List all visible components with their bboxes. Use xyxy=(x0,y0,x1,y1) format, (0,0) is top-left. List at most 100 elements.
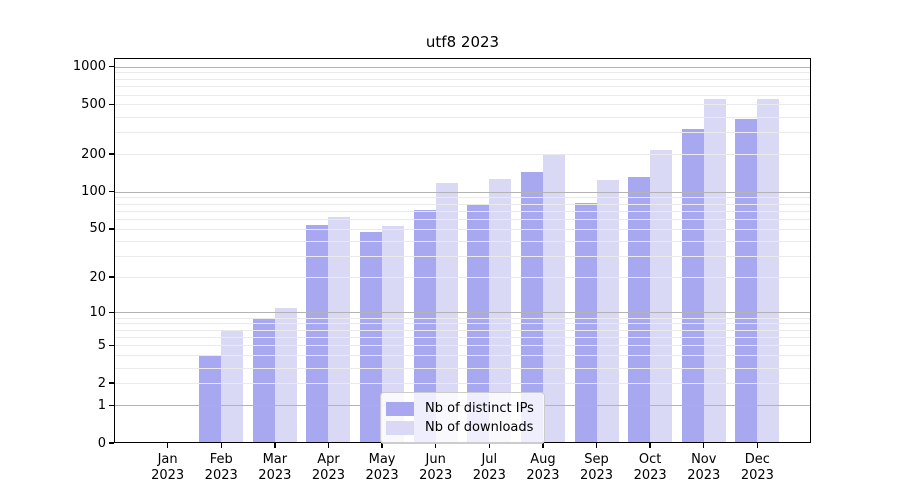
gridline-minor xyxy=(114,240,811,242)
bar-downloads-aug xyxy=(542,154,565,443)
bar-downloads-jul xyxy=(489,178,512,443)
x-tick-label: Dec 2023 xyxy=(740,452,774,483)
x-tick xyxy=(649,443,651,448)
x-tick xyxy=(542,443,544,448)
gridline-minor xyxy=(114,197,811,199)
gridline-minor xyxy=(114,104,811,106)
x-tick xyxy=(274,443,276,448)
bar-downloads-may xyxy=(382,225,405,443)
gridline-minor xyxy=(114,323,811,325)
gridline-minor xyxy=(114,228,811,230)
bars-layer xyxy=(114,58,811,443)
bar-downloads-oct xyxy=(650,150,673,443)
gridline-minor xyxy=(114,345,811,347)
gridline-minor xyxy=(114,329,811,331)
bar-distinct-ips-feb xyxy=(199,355,222,443)
bar-downloads-sep xyxy=(596,180,619,443)
y-tick xyxy=(109,382,114,384)
x-tick xyxy=(434,443,437,448)
y-tick-label: 200 xyxy=(81,146,106,162)
gridline-minor xyxy=(114,277,811,279)
y-tick-label: 50 xyxy=(89,221,106,237)
x-tick xyxy=(220,443,222,448)
plot-area xyxy=(114,58,811,443)
gridline-minor xyxy=(114,337,811,339)
legend-swatch-downloads xyxy=(386,420,414,435)
gridline-minor xyxy=(114,86,811,88)
x-tick-label: Feb 2023 xyxy=(204,452,238,483)
y-tick-label: 1000 xyxy=(72,59,106,75)
gridline-minor xyxy=(114,132,811,134)
y-tick-label: 1 xyxy=(97,397,106,413)
y-tick xyxy=(109,276,114,278)
x-tick-label: Sep 2023 xyxy=(579,452,614,483)
x-tick xyxy=(756,443,759,448)
y-tick xyxy=(109,404,114,406)
bar-distinct-ips-jun xyxy=(413,210,436,443)
gridline-major xyxy=(114,312,811,314)
bar-distinct-ips-mar xyxy=(252,317,275,443)
y-tick-label: 5 xyxy=(97,337,106,353)
x-tick xyxy=(595,443,598,448)
bar-downloads-dec xyxy=(757,99,780,443)
gridline-minor xyxy=(114,383,811,385)
x-tick xyxy=(166,443,169,448)
y-tick-label: 500 xyxy=(81,96,106,112)
gridline-minor xyxy=(114,210,811,212)
y-tick xyxy=(109,344,114,347)
bar-distinct-ips-apr xyxy=(306,224,329,443)
x-tick xyxy=(381,443,383,448)
x-tick xyxy=(327,443,330,448)
bar-downloads-mar xyxy=(274,307,297,443)
y-tick-label: 20 xyxy=(89,269,106,285)
x-tick-label: May 2023 xyxy=(365,452,399,483)
gridline-minor xyxy=(114,72,811,74)
x-tick-label: Mar 2023 xyxy=(258,452,292,483)
gridline-minor xyxy=(114,94,811,96)
y-tick-label: 10 xyxy=(89,304,106,320)
gridline-major xyxy=(114,191,811,193)
y-tick xyxy=(109,311,114,314)
y-tick-label: 100 xyxy=(81,184,106,200)
gridline-minor xyxy=(114,367,811,369)
x-tick-label: Oct 2023 xyxy=(633,452,667,483)
x-tick-label: Jan 2023 xyxy=(151,452,185,483)
bar-distinct-ips-oct xyxy=(628,177,651,443)
bar-distinct-ips-sep xyxy=(574,203,597,443)
y-tick-label: 2 xyxy=(97,375,106,391)
legend-label-downloads: Nb of downloads xyxy=(425,420,534,435)
x-tick-label: Aug 2023 xyxy=(526,452,560,483)
legend: Nb of distinct IPs Nb of downloads xyxy=(380,392,545,444)
bar-downloads-nov xyxy=(703,99,726,443)
y-tick xyxy=(109,190,114,193)
x-tick xyxy=(488,443,490,448)
gridline-minor xyxy=(114,255,811,257)
gridline-minor xyxy=(114,355,811,357)
legend-item-downloads: Nb of downloads xyxy=(386,419,534,436)
y-tick xyxy=(109,66,114,68)
gridline-minor xyxy=(114,317,811,319)
gridline-minor xyxy=(114,203,811,205)
x-tick-label: Apr 2023 xyxy=(311,452,345,483)
x-tick-label: Jul 2023 xyxy=(472,452,506,483)
gridline-minor xyxy=(114,219,811,221)
legend-swatch-distinct-ips xyxy=(386,401,414,416)
x-tick-label: Nov 2023 xyxy=(687,452,721,483)
x-tick-label: Jun 2023 xyxy=(419,452,453,483)
legend-item-distinct-ips: Nb of distinct IPs xyxy=(386,400,534,417)
bar-distinct-ips-aug xyxy=(520,171,543,443)
bar-distinct-ips-nov xyxy=(681,128,704,443)
legend-label-distinct-ips: Nb of distinct IPs xyxy=(425,401,534,416)
y-tick xyxy=(109,103,114,106)
y-tick xyxy=(109,228,114,230)
gridline-minor xyxy=(114,154,811,156)
chart-title: utf8 2023 xyxy=(425,33,500,51)
bar-distinct-ips-dec xyxy=(735,119,758,443)
gridline-minor xyxy=(114,78,811,80)
gridline-minor xyxy=(114,116,811,118)
y-tick xyxy=(109,153,114,155)
y-tick-label: 0 xyxy=(97,435,106,451)
gridline-major xyxy=(114,66,811,68)
